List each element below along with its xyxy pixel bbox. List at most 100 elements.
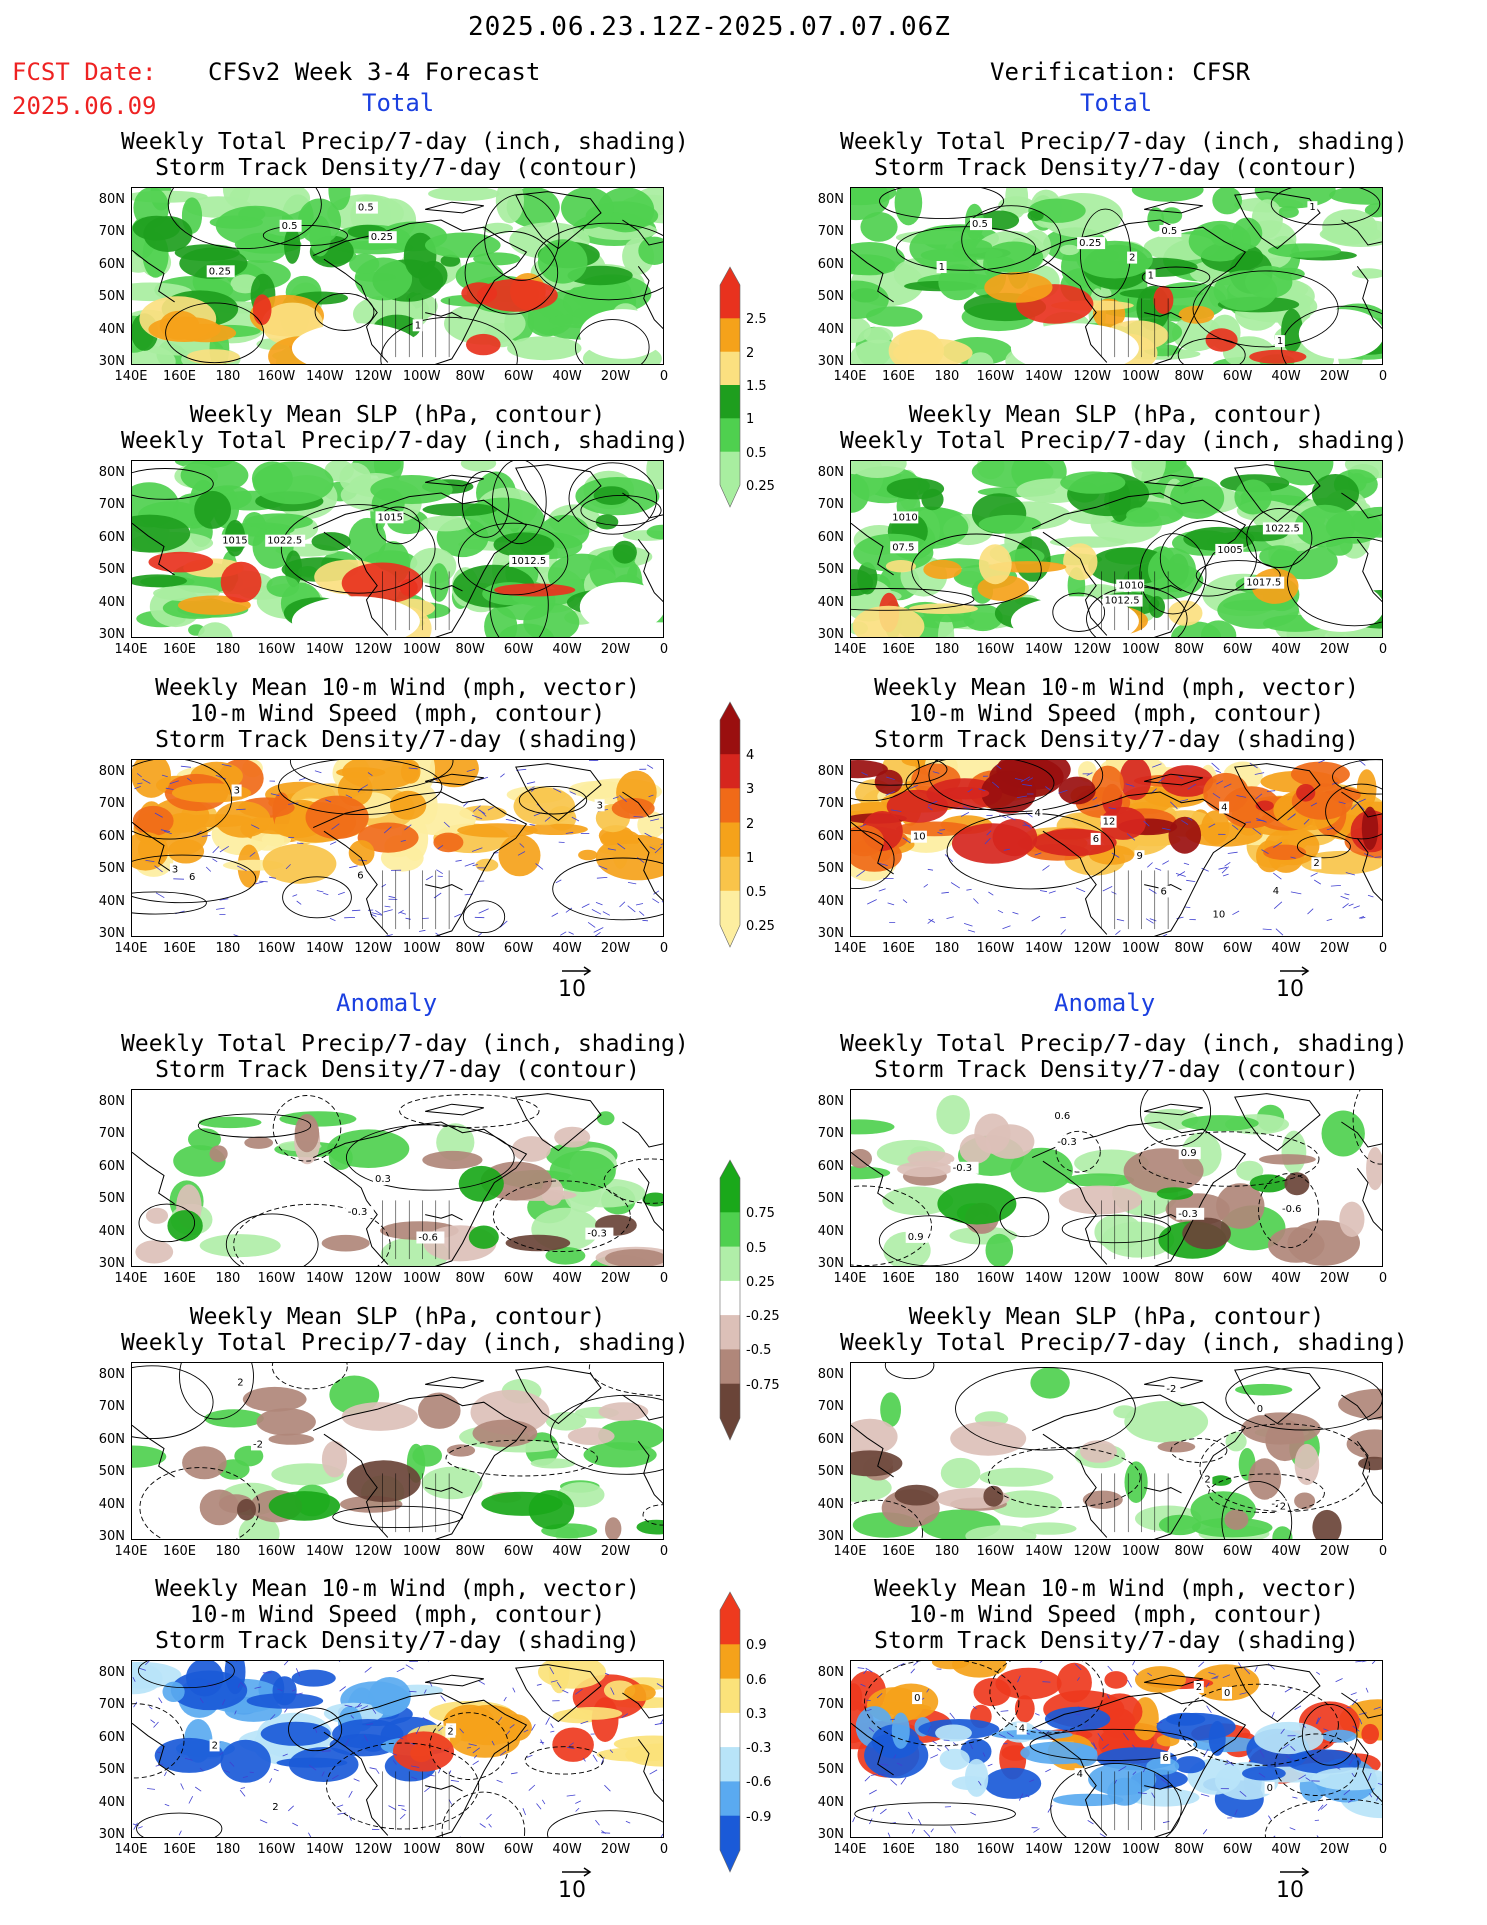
contour-label: 0.9 <box>1181 1148 1197 1159</box>
lon-tick-label: 80W <box>1174 1544 1204 1559</box>
panel-title-line: Storm Track Density/7-day (contour) <box>874 155 1359 181</box>
lon-tick-label: 140E <box>833 642 867 657</box>
contour-label: 6 <box>1162 1753 1168 1764</box>
colorbar-precip_total <box>718 265 742 513</box>
contour-label: 2 <box>1313 858 1319 869</box>
lat-tick-label: 70N <box>98 1126 125 1142</box>
l-slp-anom-map: 2 -2 <box>131 1362 664 1540</box>
lat-tick-label: 80N <box>98 1367 125 1382</box>
lon-tick-label: 60W <box>503 1544 534 1559</box>
colorbar-swatch <box>720 451 740 486</box>
r-slp-total-map: 1005 1010 1010 1012.5 07.5 1022.5 1017.5 <box>850 460 1383 638</box>
lon-tick-label: 0 <box>659 941 669 956</box>
lon-tick-label: 160E <box>881 1544 915 1559</box>
panel-title-line: Weekly Total Precip/7-day (inch, shading… <box>121 1330 689 1356</box>
vector-ref-value: 10 <box>558 1878 586 1903</box>
lat-tick-label: 30N <box>817 627 844 642</box>
lon-tick-label: 20W <box>600 941 631 956</box>
colorbar-label: 3 <box>746 782 755 798</box>
lon-tick-label: 80W <box>455 642 485 657</box>
panel-title-line: Weekly Total Precip/7-day (inch, shading… <box>840 129 1408 155</box>
lon-tick-label: 0 <box>659 1842 669 1857</box>
lon-tick-label: 120W <box>1073 1271 1112 1286</box>
contour-label: 4 <box>1273 886 1279 897</box>
contour-label: -0.3 <box>1057 1137 1077 1148</box>
colorbar-swatch <box>720 1678 740 1714</box>
colorbar-label: 0.75 <box>746 1206 775 1222</box>
lat-tick-label: 40N <box>817 321 844 337</box>
lon-tick-label: 140W <box>305 369 344 384</box>
vector-ref-right-anomaly: 10 <box>1276 1866 1312 1903</box>
lon-tick-label: 60W <box>1222 642 1253 657</box>
contour-label: 1012.5 <box>511 556 546 567</box>
colorbar-swatch <box>720 1383 740 1419</box>
colorbar-swatch <box>720 1349 740 1385</box>
lon-tick-label: 140W <box>305 1842 344 1857</box>
lon-tick-label: 100W <box>1121 1842 1160 1857</box>
colorbar-swatch <box>720 1815 740 1851</box>
lon-tick-label: 160E <box>162 369 196 384</box>
contour-label: 10 <box>1213 909 1226 920</box>
lat-tick-label: 70N <box>817 1126 844 1142</box>
lon-tick-label: 120W <box>354 369 393 384</box>
lon-tick-label: 20W <box>1319 369 1350 384</box>
contour-label: 6 <box>189 872 195 883</box>
lat-tick-label: 30N <box>98 1256 125 1271</box>
lon-tick-label: 160W <box>976 642 1015 657</box>
colorbar-swatch <box>720 890 740 926</box>
lon-tick-label: 60W <box>503 1842 534 1857</box>
lat-tick-label: 50N <box>98 562 125 578</box>
panel-title-line: 10-m Wind Speed (mph, contour) <box>189 1602 606 1628</box>
r-precip-anom-map: 0.6 -0.3 -0.3 -0.3 0.9 0.9 -0.6 <box>850 1089 1383 1267</box>
lat-tick-label: 60N <box>817 828 844 844</box>
lat-tick-label: 60N <box>817 529 844 545</box>
lat-tick-label: 50N <box>98 1464 125 1480</box>
lon-tick-label: 160W <box>976 1271 1015 1286</box>
contour-label: 2 <box>212 1740 218 1751</box>
lat-tick-label: 70N <box>98 1697 125 1713</box>
lon-tick-label: 0 <box>1378 1842 1388 1857</box>
lon-tick-label: 140W <box>305 941 344 956</box>
lon-tick-label: 40W <box>552 1271 582 1286</box>
r-wind-total-map: 6 4 4 4 10 12 10 6 9 2 <box>850 759 1383 937</box>
l-precip-anom-title: Weekly Total Precip/7-day (inch, shading… <box>121 1031 689 1083</box>
contour-label: 0.25 <box>1079 238 1101 249</box>
map-plot: 1005 1010 1010 1012.5 07.5 1022.5 1017.5 <box>851 461 1382 637</box>
left-section-total: Total <box>362 89 435 117</box>
lon-tick-label: 100W <box>1121 369 1160 384</box>
contour-label: 0.9 <box>908 1232 924 1243</box>
right-column-title: Verification: CFSR <box>990 58 1251 86</box>
panel-title-line: Storm Track Density/7-day (contour) <box>874 1057 1359 1083</box>
lat-tick-label: 50N <box>817 1464 844 1480</box>
lat-tick-label: 30N <box>98 926 125 941</box>
colorbar-label: 0.9 <box>746 1638 767 1654</box>
l-slp-total-map: 1015 1012.5 1015 1022.5 <box>131 460 664 638</box>
panel-title-line: Storm Track Density/7-day (shading) <box>874 1628 1359 1654</box>
panel-title-line: Storm Track Density/7-day (shading) <box>155 727 640 753</box>
colorbar-swatch <box>720 1644 740 1680</box>
lat-tick-label: 80N <box>98 1665 125 1680</box>
lon-tick-label: 0 <box>1378 1271 1388 1286</box>
lon-tick-label: 80W <box>1174 369 1204 384</box>
contour-label: -0.3 <box>1178 1209 1198 1220</box>
right-section-anomaly: Anomaly <box>1054 989 1156 1017</box>
lon-tick-label: 180 <box>934 1271 960 1286</box>
lon-tick-label: 20W <box>1319 1544 1350 1559</box>
r-wind-anom-title: Weekly Mean 10-m Wind (mph, vector) 10-m … <box>840 1576 1393 1654</box>
contour-label: -0.3 <box>953 1163 973 1174</box>
contour-label: -0.6 <box>418 1233 438 1244</box>
lon-tick-label: 0 <box>1378 1544 1388 1559</box>
lat-tick-label: 40N <box>817 1496 844 1512</box>
colorbar-swatch <box>720 385 740 419</box>
r-precip-total-map: 1 0.5 1 0.25 0.5 1 2 1 <box>850 187 1383 365</box>
lat-tick-label: 40N <box>98 1223 125 1239</box>
lat-tick-label: 40N <box>98 594 125 610</box>
lon-tick-label: 160W <box>257 1842 296 1857</box>
left-section-anomaly: Anomaly <box>336 989 438 1017</box>
lon-tick-label: 120W <box>1073 642 1112 657</box>
colorbar-label: 0.5 <box>746 884 767 900</box>
lon-tick-label: 0 <box>1378 941 1388 956</box>
lon-tick-label: 100W <box>1121 1271 1160 1286</box>
